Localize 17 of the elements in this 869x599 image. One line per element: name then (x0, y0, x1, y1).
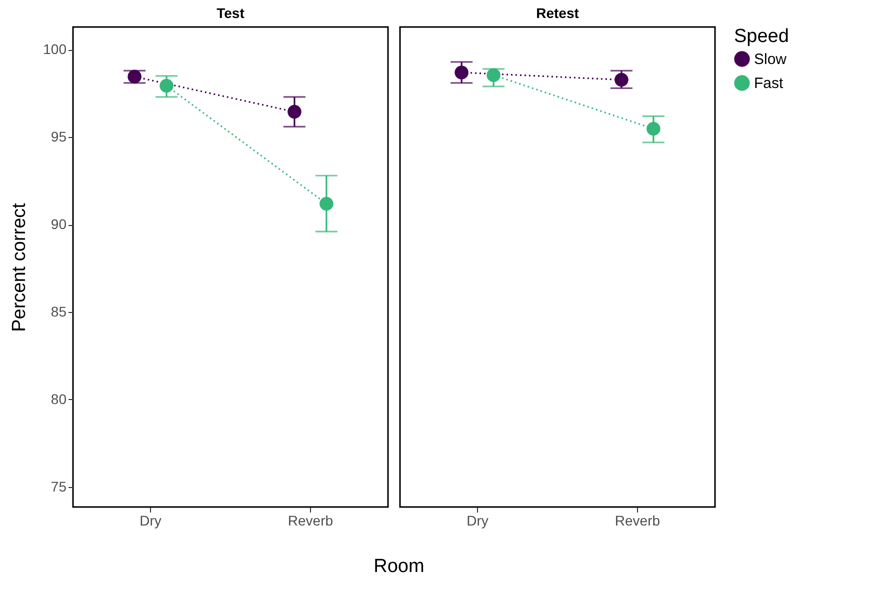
legend-label: Fast (754, 75, 784, 92)
legend-label: Slow (754, 51, 787, 68)
y-tick-label: 90 (50, 216, 67, 232)
legend-title: Speed (734, 26, 789, 47)
chart-title: Retest (536, 5, 580, 21)
y-tick-label: 95 (50, 128, 67, 145)
x-tick-label: Dry (466, 512, 488, 528)
chart-title: Test (216, 5, 245, 21)
y-axis-title: Percent correct (9, 202, 30, 332)
x-axis-title: Room (374, 556, 424, 577)
y-tick-label: 80 (50, 390, 67, 407)
y-tick-label: 100 (43, 41, 67, 58)
x-tick-label: Reverb (614, 512, 660, 528)
y-tick-label: 85 (50, 304, 67, 320)
x-tick-label: Reverb (288, 512, 334, 528)
y-tick-label: 75 (50, 478, 67, 494)
x-tick-label: Dry (140, 512, 162, 528)
